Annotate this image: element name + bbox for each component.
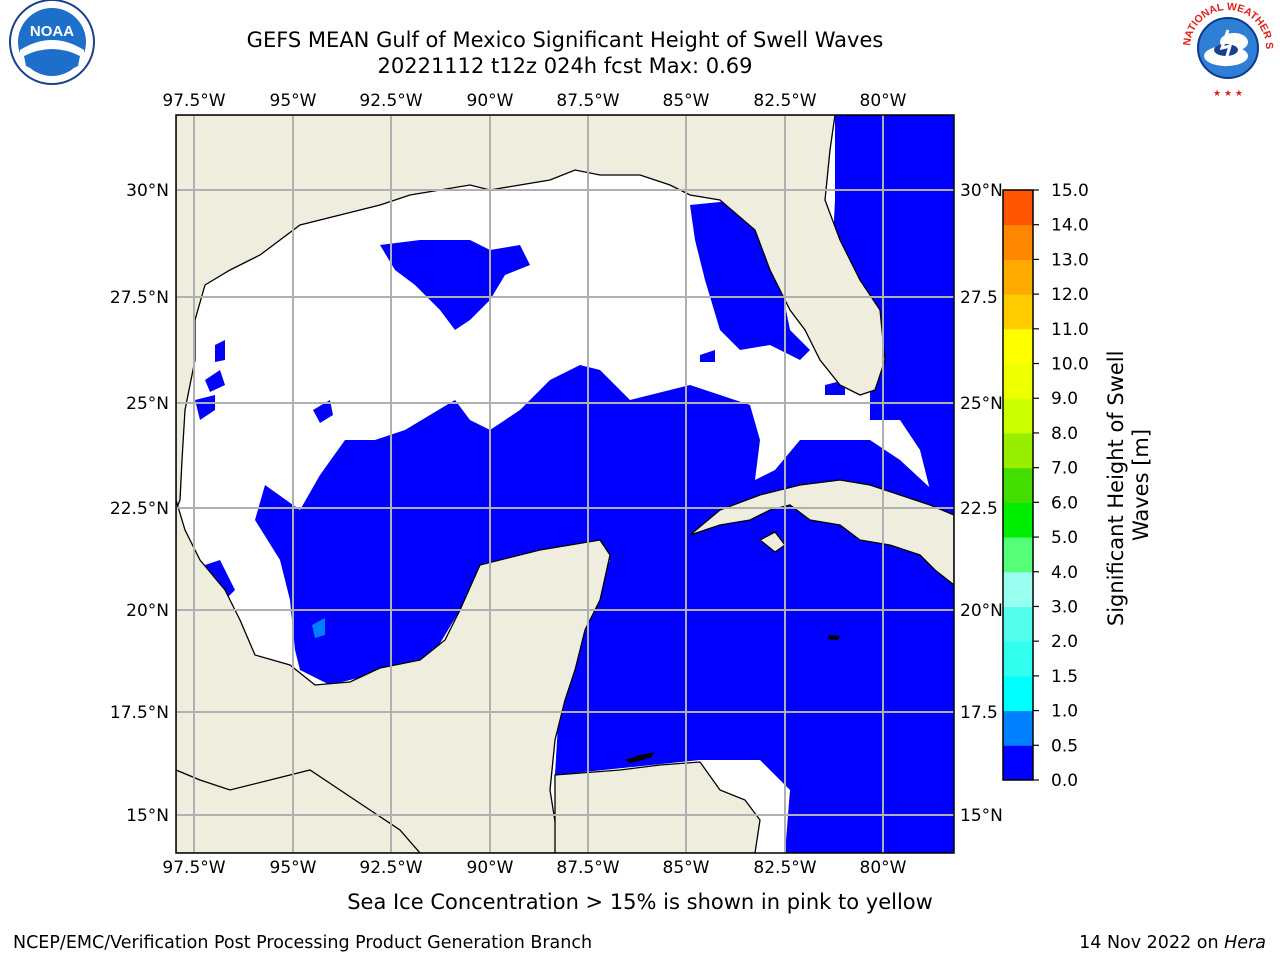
- footer-host: Hera: [1224, 933, 1266, 953]
- lat-label-left: 15°N: [126, 806, 169, 826]
- lon-label-top: 90°W: [467, 91, 514, 111]
- lat-label-left: 27.5°N: [110, 288, 169, 308]
- lon-label-bottom: 95°W: [270, 858, 317, 878]
- lon-label-top: 80°W: [860, 91, 907, 111]
- lon-label-bottom: 90°W: [467, 858, 514, 878]
- footer-date-text: 14 Nov 2022 on: [1079, 933, 1225, 953]
- colorbar-segment: [1003, 398, 1033, 434]
- lat-label-right: 17.5: [960, 703, 998, 723]
- colorbar-segment: [1003, 432, 1033, 469]
- colorbar-segment: [1003, 224, 1033, 260]
- colorbar-segment: [1003, 294, 1033, 330]
- colorbar-segment: [1003, 259, 1033, 295]
- lat-label-left: 22.5°N: [110, 499, 169, 519]
- colorbar: [1002, 189, 1034, 781]
- colorbar-tick-label: 7.0: [1051, 459, 1078, 479]
- noaa-logo: NOAA: [9, 0, 95, 85]
- colorbar-tick-label: 10.0: [1051, 355, 1089, 375]
- lon-label-top: 95°W: [270, 91, 317, 111]
- colorbar-ticks: 15.0 14.0 13.0 12.0 11.0 10.0 9.0 8.0 7.0 6.0 5.0 4…: [1033, 181, 1089, 791]
- colorbar-segment: [1003, 675, 1033, 712]
- chart-title: GEFS MEAN Gulf of Mexico Significant Hei…: [246, 28, 884, 52]
- lon-label-top: 85°W: [663, 91, 710, 111]
- chart-subtitle: 20221112 t12z 024h fcst Max: 0.69: [377, 54, 753, 78]
- lat-label-right: 30°N: [960, 181, 1003, 201]
- nws-logo: NATIONAL WEATHER SERVICE ★ ★ ★: [1176, 0, 1275, 99]
- lon-label-top: 87.5°W: [556, 91, 619, 111]
- map-tick-labels: 97.5°W 97.5°W 95°W 95°W 92.5°W 92.5°W 90°W 90°W…: [110, 91, 1003, 878]
- colorbar-tick-label: 8.0: [1051, 424, 1078, 444]
- colorbar-tick-label: 0.0: [1051, 771, 1078, 791]
- map-area: [176, 115, 954, 853]
- colorbar-segment: [1003, 641, 1033, 677]
- lat-label-left: 17.5°N: [110, 703, 169, 723]
- lon-label-top: 97.5°W: [162, 91, 225, 111]
- lat-label-left: 20°N: [126, 601, 169, 621]
- lat-label-left: 30°N: [126, 181, 169, 201]
- colorbar-segment: [1003, 363, 1033, 399]
- colorbar-segment: [1003, 571, 1033, 607]
- colorbar-label: Significant Height of Swell Waves [m]: [1104, 344, 1153, 626]
- lon-label-bottom: 80°W: [860, 858, 907, 878]
- lat-label-right: 22.5: [960, 499, 998, 519]
- footer-branch: NCEP/EMC/Verification Post Processing Pr…: [13, 933, 593, 953]
- noaa-logo-text: NOAA: [30, 23, 74, 40]
- lon-label-bottom: 97.5°W: [162, 858, 225, 878]
- colorbar-segment: [1003, 745, 1033, 781]
- colorbar-segment: [1003, 537, 1033, 573]
- colorbar-tick-label: 0.5: [1051, 736, 1078, 756]
- colorbar-tick-label: 4.0: [1051, 563, 1078, 583]
- colorbar-label-line2: Waves [m]: [1129, 429, 1153, 541]
- colorbar-tick-label: 2.0: [1051, 632, 1078, 652]
- lon-label-top: 82.5°W: [753, 91, 816, 111]
- colorbar-tick-label: 14.0: [1051, 216, 1089, 236]
- colorbar-tick-label: 15.0: [1051, 181, 1089, 201]
- sea-ice-note: Sea Ice Concentration > 15% is shown in …: [347, 890, 933, 914]
- lat-label-right: 25°N: [960, 394, 1003, 414]
- colorbar-tick-label: 3.0: [1051, 597, 1078, 617]
- colorbar-label-line1: Significant Height of Swell: [1104, 351, 1128, 627]
- colorbar-segment: [1003, 606, 1033, 642]
- colorbar-tick-label: 5.0: [1051, 528, 1078, 548]
- colorbar-tick-label: 9.0: [1051, 389, 1078, 409]
- map-frame: [175, 114, 955, 854]
- lon-label-bottom: 87.5°W: [556, 858, 619, 878]
- colorbar-tick-label: 11.0: [1051, 320, 1089, 340]
- colorbar-tick-label: 1.0: [1051, 702, 1078, 722]
- colorbar-tick-label: 13.0: [1051, 250, 1089, 270]
- map-gridlines: [176, 115, 954, 853]
- lat-label-right: 20°N: [960, 601, 1003, 621]
- colorbar-segment: [1003, 502, 1033, 538]
- colorbar-tick-label: 12.0: [1051, 285, 1089, 305]
- colorbar-tick-label: 6.0: [1051, 493, 1078, 513]
- footer-date: 14 Nov 2022 on Hera: [1079, 933, 1266, 953]
- lon-label-top: 92.5°W: [359, 91, 422, 111]
- lat-label-right: 27.5: [960, 288, 998, 308]
- colorbar-segment: [1003, 467, 1033, 503]
- lon-label-bottom: 85°W: [663, 858, 710, 878]
- colorbar-segment: [1003, 328, 1033, 365]
- islands: [625, 635, 840, 763]
- lon-label-bottom: 92.5°W: [359, 858, 422, 878]
- colorbar-tick-label: 1.5: [1051, 667, 1078, 687]
- nws-logo-stars: ★ ★ ★: [1213, 89, 1243, 99]
- lat-label-right: 15°N: [960, 806, 1003, 826]
- colorbar-segment: [1003, 710, 1033, 746]
- colorbar-frame: [1002, 189, 1034, 781]
- land-masses: [176, 115, 954, 853]
- lat-label-left: 25°N: [126, 394, 169, 414]
- lon-label-bottom: 82.5°W: [753, 858, 816, 878]
- colorbar-segment: [1003, 190, 1033, 226]
